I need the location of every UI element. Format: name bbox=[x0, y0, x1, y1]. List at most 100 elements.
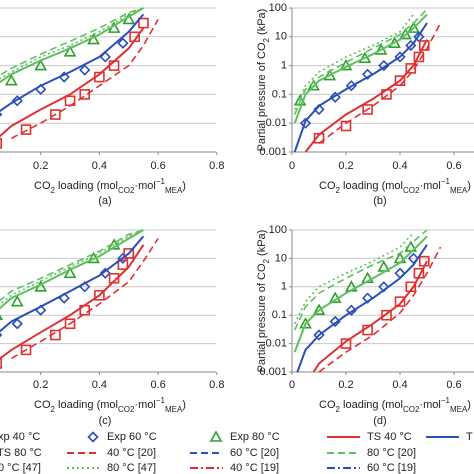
point-diamond bbox=[361, 68, 374, 80]
point-triangle bbox=[388, 36, 401, 48]
model-line bbox=[0, 27, 145, 138]
x-axis-label: CO2 loading (molCO2·mol−1MEA) bbox=[34, 396, 186, 414]
x-tick-label: 0 bbox=[289, 379, 295, 391]
point-square bbox=[362, 104, 373, 115]
point-square bbox=[64, 318, 76, 330]
point-square bbox=[340, 338, 352, 349]
point-diamond bbox=[99, 267, 111, 279]
model-line bbox=[293, 229, 428, 331]
point-triangle bbox=[63, 45, 77, 57]
point-square bbox=[94, 290, 105, 301]
point-triangle bbox=[4, 74, 18, 86]
label-part: ) bbox=[467, 180, 471, 192]
label-part: 2 bbox=[336, 186, 341, 195]
point-diamond bbox=[11, 318, 23, 330]
x-tick-label: 0.4 bbox=[92, 379, 107, 391]
label-part: Partial pressure of CO bbox=[256, 263, 268, 372]
point-diamond bbox=[11, 95, 23, 107]
point-triangle bbox=[63, 266, 77, 279]
point-square bbox=[50, 109, 61, 120]
point-square bbox=[117, 259, 129, 271]
label-part: ·mol bbox=[134, 399, 155, 411]
label-part: −1 bbox=[441, 177, 451, 186]
x-axis-label: CO2 loading (molCO2·mol−1MEA) bbox=[319, 177, 471, 195]
model-line bbox=[10, 238, 159, 360]
point-square bbox=[0, 138, 2, 149]
y-tick-label: 0.001 bbox=[259, 366, 287, 378]
point-triangle bbox=[299, 317, 312, 329]
point-diamond bbox=[378, 59, 390, 72]
legend-label: TS 40 °C bbox=[367, 431, 412, 443]
y-tick-label: 0.1 bbox=[272, 309, 287, 321]
model-line bbox=[0, 7, 144, 80]
label-part: −1 bbox=[441, 396, 451, 405]
point-diamond bbox=[79, 64, 91, 76]
label-part: CO bbox=[34, 180, 51, 192]
y-tick-label: 100 bbox=[269, 224, 287, 236]
label-part: 2 bbox=[51, 405, 56, 414]
panel-label: (d) bbox=[373, 415, 386, 427]
x-tick-label: 0.8 bbox=[209, 379, 224, 391]
x-axis-label: CO2 loading (molCO2·mol−1MEA) bbox=[34, 177, 186, 195]
model-line bbox=[0, 13, 145, 113]
model-line bbox=[0, 229, 144, 310]
legend-label: 80 °C [20] bbox=[367, 447, 416, 459]
point-triangle bbox=[34, 58, 48, 71]
model-line bbox=[11, 19, 159, 140]
point-square bbox=[394, 296, 406, 307]
panel-label: (a) bbox=[98, 195, 111, 207]
model-line bbox=[293, 8, 428, 115]
y-axis-label: Partial pressure of CO2 (kPa) bbox=[256, 9, 271, 152]
label-part: 2 bbox=[51, 186, 56, 195]
label-part: Partial pressure of CO bbox=[256, 42, 268, 151]
x-tick-label: 0.8 bbox=[209, 160, 224, 172]
label-part: CO bbox=[319, 180, 336, 192]
legend-label: TS 80 °C bbox=[0, 447, 42, 459]
y-tick-label: 1 bbox=[281, 60, 287, 72]
model-line bbox=[293, 13, 415, 110]
label-part: ) bbox=[182, 180, 186, 192]
model-line bbox=[0, 235, 145, 333]
point-triangle bbox=[10, 295, 24, 307]
label-part: loading (mol bbox=[340, 399, 403, 411]
label-part: loading (mol bbox=[55, 399, 118, 411]
model-line bbox=[293, 22, 428, 153]
label-part: CO bbox=[34, 399, 51, 411]
label-part: ·mol bbox=[419, 180, 440, 192]
label-part: CO2 bbox=[403, 405, 420, 414]
y-tick-label: 1 bbox=[281, 281, 287, 293]
point-square bbox=[0, 358, 2, 369]
x-tick-label: 0.6 bbox=[150, 379, 165, 391]
point-square bbox=[79, 89, 91, 100]
x-tick-label: 0.4 bbox=[92, 160, 107, 172]
label-part: loading (mol bbox=[55, 180, 118, 192]
model-line bbox=[293, 13, 428, 124]
model-line bbox=[304, 39, 428, 153]
model-line bbox=[0, 244, 145, 360]
y-tick-label: 0.001 bbox=[259, 146, 287, 158]
model-line bbox=[318, 22, 442, 144]
point-square bbox=[413, 51, 425, 63]
point-diamond bbox=[413, 31, 425, 43]
x-tick-label: 0.6 bbox=[446, 379, 461, 391]
x-tick-label: 0.4 bbox=[392, 160, 407, 172]
legend-label: xp 40 °C bbox=[0, 431, 40, 443]
point-square bbox=[20, 344, 32, 356]
label-part: MEA bbox=[450, 186, 468, 195]
legend-label: 60 °C [20] bbox=[230, 447, 279, 459]
label-part: −1 bbox=[156, 396, 166, 405]
y-tick-label: 0.1 bbox=[272, 88, 287, 100]
x-tick-label: 0.2 bbox=[338, 160, 353, 172]
panel-label: (c) bbox=[99, 415, 112, 427]
legend-label: 80 °C [47] bbox=[107, 462, 156, 474]
y-tick-label: 0.01 bbox=[266, 338, 287, 350]
point-diamond bbox=[394, 51, 406, 63]
label-part: MEA bbox=[165, 405, 183, 414]
point-diamond bbox=[407, 252, 420, 265]
label-part: (kPa) bbox=[256, 230, 268, 259]
label-part: ·mol bbox=[419, 399, 440, 411]
model-line bbox=[0, 7, 144, 84]
x-tick-label: 0.2 bbox=[338, 379, 353, 391]
point-triangle bbox=[407, 21, 420, 33]
